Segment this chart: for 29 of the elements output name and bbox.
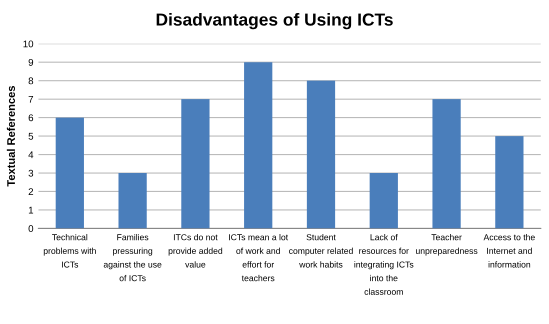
y-tick-label: 4 xyxy=(28,151,34,158)
y-tick-label: 2 xyxy=(28,188,34,196)
bar xyxy=(244,62,272,228)
y-tick-label: 6 xyxy=(28,114,34,122)
bar xyxy=(495,136,524,228)
y-tick-label: 10 xyxy=(23,40,34,48)
x-tick-label: ICTs mean a lot of work and effort for teachers xyxy=(229,234,288,282)
bar xyxy=(306,80,336,228)
x-tick-label: ITCs do not provide added value xyxy=(168,234,222,268)
y-tick-label: 7 xyxy=(28,96,34,103)
y-tick-label: 3 xyxy=(28,170,34,177)
x-tick-label: Technical problems with ICTs xyxy=(44,234,96,268)
bar xyxy=(181,99,210,228)
x-tick-label: Families pressuring against the use of ICTs xyxy=(104,234,162,282)
bar xyxy=(56,118,84,228)
x-tick-label: Lack of resources for integrating ICTs into the classroom xyxy=(354,234,414,295)
bar xyxy=(370,173,398,228)
y-axis-title: Textual References xyxy=(6,86,16,186)
x-tick-label: Student computer related work habits xyxy=(289,234,353,268)
y-tick-label: 9 xyxy=(28,58,34,66)
y-tick-label: 8 xyxy=(28,77,34,84)
x-tick-label: Teacher unpreparedness xyxy=(416,234,478,256)
x-tick-label: Access to the Internet and information xyxy=(484,234,535,268)
y-tick-label: 5 xyxy=(28,132,34,140)
y-tick-label: 1 xyxy=(28,206,34,214)
y-tick-label: 0 xyxy=(28,225,34,232)
bar xyxy=(118,173,147,228)
chart-title: Disadvantages of Using ICTs xyxy=(156,12,393,30)
bar xyxy=(432,99,461,228)
